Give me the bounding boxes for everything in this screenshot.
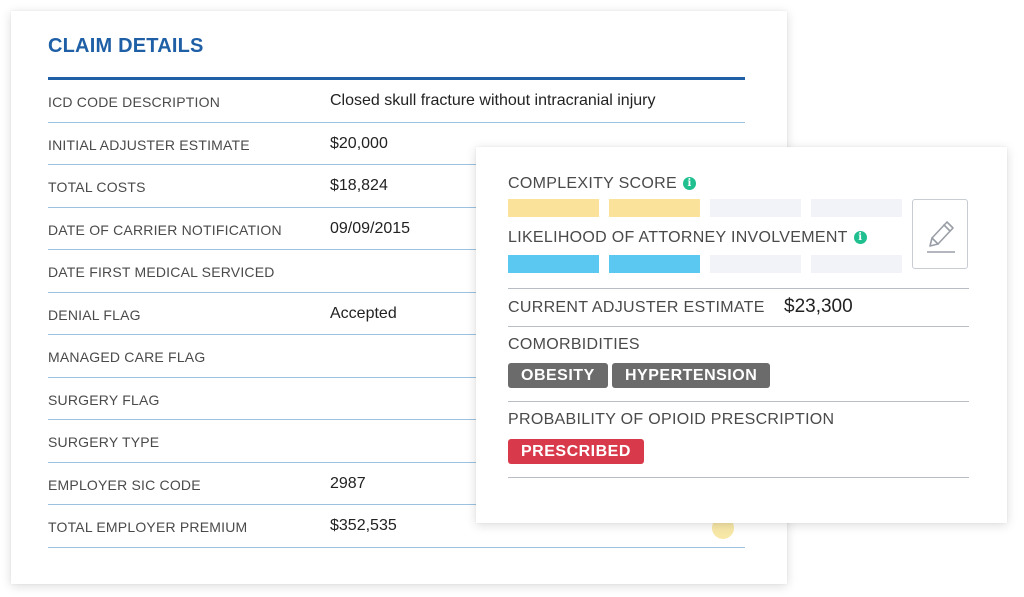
row-label: SURGERY TYPE bbox=[48, 434, 160, 450]
row-value: 2987 bbox=[330, 474, 366, 492]
row-label: INITIAL ADJUSTER ESTIMATE bbox=[48, 136, 250, 153]
claim-details-title: CLAIM DETAILS bbox=[48, 35, 204, 57]
row-label: TOTAL EMPLOYER PREMIUM bbox=[48, 519, 248, 535]
table-row: TOTAL COSTS $18,824 bbox=[48, 165, 745, 208]
comorbidity-tag-hypertension: HYPERTENSION bbox=[612, 363, 771, 388]
table-row: DATE FIRST MEDICAL SERVICED bbox=[48, 250, 745, 293]
complexity-info-icon[interactable]: i bbox=[683, 177, 696, 190]
title-divider bbox=[48, 77, 745, 80]
table-row: EMPLOYER SIC CODE 2987 bbox=[48, 463, 745, 505]
current-estimate-value: $23,300 bbox=[784, 296, 853, 317]
opioid-probability-label: PROBABILITY OF OPIOID PRESCRIPTION bbox=[508, 411, 835, 428]
attorney-meter-segment-3 bbox=[710, 255, 801, 273]
row-value: Closed skull fracture without intracrani… bbox=[330, 92, 656, 109]
row-label: MANAGED CARE FLAG bbox=[48, 349, 206, 365]
row-label: DENIAL FLAG bbox=[48, 306, 141, 323]
comorbidity-tag-obesity: OBESITY bbox=[508, 363, 608, 388]
attorney-likelihood-meter bbox=[508, 255, 902, 273]
attorney-meter-segment-1 bbox=[508, 255, 599, 273]
complexity-meter-segment-4 bbox=[811, 199, 902, 217]
row-label: DATE OF CARRIER NOTIFICATION bbox=[48, 221, 282, 238]
table-row: INITIAL ADJUSTER ESTIMATE $20,000 bbox=[48, 123, 745, 165]
table-row: DATE OF CARRIER NOTIFICATION 09/09/2015 bbox=[48, 208, 745, 250]
divider bbox=[508, 401, 969, 402]
opioid-status-badge: PRESCRIBED bbox=[508, 439, 644, 464]
pencil-icon bbox=[927, 221, 955, 253]
row-label: ICD CODE DESCRIPTION bbox=[48, 94, 221, 110]
attorney-meter-segment-2 bbox=[609, 255, 700, 273]
current-estimate-label: CURRENT ADJUSTER ESTIMATE bbox=[508, 299, 765, 316]
table-row: DENIAL FLAG Accepted bbox=[48, 293, 745, 335]
row-label: SURGERY FLAG bbox=[48, 391, 160, 408]
row-value: Accepted bbox=[330, 304, 397, 322]
row-value: $20,000 bbox=[330, 134, 388, 152]
row-label: EMPLOYER SIC CODE bbox=[48, 476, 201, 493]
comorbidities-label: COMORBIDITIES bbox=[508, 336, 640, 353]
complexity-meter-segment-2 bbox=[609, 199, 700, 217]
table-row: TOTAL EMPLOYER PREMIUM $352,535 bbox=[48, 505, 745, 548]
attorney-likelihood-label: LIKELIHOOD OF ATTORNEY INVOLVEMENT i bbox=[508, 229, 867, 247]
table-row: ICD CODE DESCRIPTION Closed skull fractur… bbox=[48, 80, 745, 123]
row-value: $18,824 bbox=[330, 177, 388, 194]
complexity-meter-segment-1 bbox=[508, 199, 599, 217]
row-label: TOTAL COSTS bbox=[48, 179, 146, 195]
complexity-score-meter bbox=[508, 199, 902, 217]
table-row: SURGERY FLAG bbox=[48, 378, 745, 420]
edit-button[interactable] bbox=[912, 199, 968, 269]
row-label: DATE FIRST MEDICAL SERVICED bbox=[48, 264, 275, 280]
row-value: $352,535 bbox=[330, 517, 397, 534]
table-row: MANAGED CARE FLAG bbox=[48, 335, 745, 378]
divider bbox=[508, 288, 969, 289]
risk-overview-card: COMPLEXITY SCORE i LIKELIHOOD OF ATTORNEY… bbox=[476, 147, 1007, 523]
row-value: 09/09/2015 bbox=[330, 219, 411, 237]
divider bbox=[508, 326, 969, 327]
divider bbox=[508, 477, 969, 478]
attorney-meter-segment-4 bbox=[811, 255, 902, 273]
attorney-info-icon[interactable]: i bbox=[853, 231, 867, 244]
complexity-meter-segment-3 bbox=[710, 199, 801, 217]
claim-details-table: ICD CODE DESCRIPTION Closed skull fractur… bbox=[48, 80, 745, 548]
complexity-score-label: COMPLEXITY SCORE i bbox=[508, 175, 696, 193]
table-row: SURGERY TYPE bbox=[48, 420, 745, 463]
